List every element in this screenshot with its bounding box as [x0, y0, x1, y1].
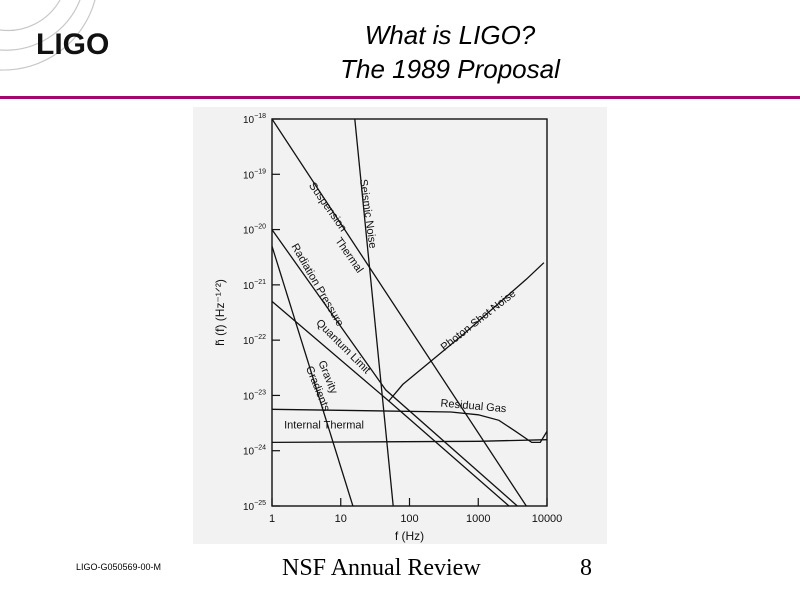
curve-gravity-gradients: [272, 246, 354, 506]
plot-frame: [271, 118, 548, 507]
annotation-thermal: Thermal: [332, 235, 365, 275]
title-line-1: What is LIGO?: [364, 20, 536, 50]
y-tick-label: 10−24: [243, 445, 266, 458]
y-tick-label: 10−23: [243, 389, 266, 402]
x-tick-label: 1000: [466, 513, 490, 525]
y-tick-label: 10−21: [243, 279, 266, 292]
curve-internal-thermal: [272, 439, 547, 444]
annotation-seismic-noise: Seismic Noise: [357, 179, 379, 250]
page-number: 8: [580, 555, 592, 581]
x-tick-label: 10: [335, 513, 347, 525]
title-divider: [0, 96, 800, 99]
x-axis-label: f (Hz): [395, 529, 424, 543]
x-tick-label: 100: [400, 513, 418, 525]
footer-doc-id: LIGO-G050569-00-M: [76, 562, 162, 572]
annotation-photon-shot-noise: Photon Shot Noise: [439, 288, 519, 354]
annotation-suspension: Suspension: [306, 180, 349, 234]
y-tick-label: 10−20: [243, 224, 266, 237]
x-tick-label: 10000: [532, 513, 563, 525]
ligo-logo: LIGO: [36, 28, 110, 61]
annotation-radiation-pressure: Radiation Pressure: [289, 242, 346, 329]
curve-residual-gas: [272, 408, 547, 444]
slide-title: What is LIGO? The 1989 Proposal: [240, 18, 660, 86]
chart-panel: [193, 107, 607, 544]
annotation-internal-thermal: Internal Thermal: [284, 420, 364, 432]
curve-seismic-noise: [354, 119, 394, 506]
annotation-residual-gas: Residual Gas: [440, 398, 507, 416]
noise-curve-chart: 10−18 10−19 10−20 10−21 10−22 10−23 10−24 10−25…: [213, 113, 563, 543]
curve-quantum-limit: [272, 300, 510, 506]
y-axis-label: h̃ (f) (Hz⁻¹ᐟ²): [213, 279, 227, 346]
y-tick-label: 10−25: [243, 500, 266, 513]
curve-radiation-pressure: [272, 229, 518, 506]
y-tick-label: 10−18: [243, 113, 266, 126]
y-tick-label: 10−19: [243, 168, 266, 181]
footer-title: NSF Annual Review: [282, 555, 481, 581]
corner-arc-decoration: [0, 0, 96, 71]
curve-photon-shot-noise: [388, 262, 545, 402]
x-tick-label: 1: [269, 513, 275, 525]
title-line-2: The 1989 Proposal: [340, 54, 560, 84]
y-tick-label: 10−22: [243, 334, 266, 347]
